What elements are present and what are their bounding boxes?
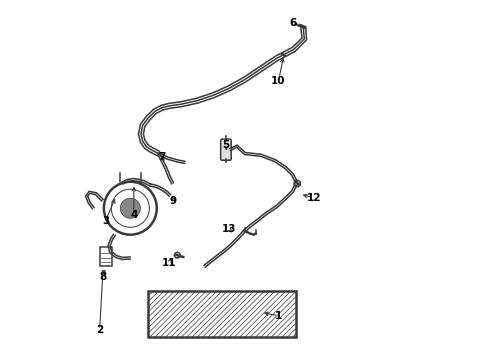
Text: 9: 9 — [169, 196, 176, 206]
Text: 11: 11 — [162, 258, 176, 268]
Bar — [100, 247, 112, 266]
Bar — [148, 291, 296, 337]
Text: 6: 6 — [289, 18, 296, 28]
Text: 2: 2 — [96, 325, 103, 335]
Text: 5: 5 — [222, 140, 230, 150]
Text: 1: 1 — [275, 311, 282, 321]
Text: 7: 7 — [158, 152, 166, 162]
Text: 4: 4 — [130, 210, 138, 220]
Text: 3: 3 — [102, 216, 109, 226]
Text: 12: 12 — [307, 193, 321, 203]
Text: 13: 13 — [222, 224, 236, 234]
Text: 8: 8 — [99, 272, 107, 282]
Text: 10: 10 — [271, 76, 286, 86]
Circle shape — [120, 198, 141, 218]
FancyBboxPatch shape — [220, 139, 231, 160]
